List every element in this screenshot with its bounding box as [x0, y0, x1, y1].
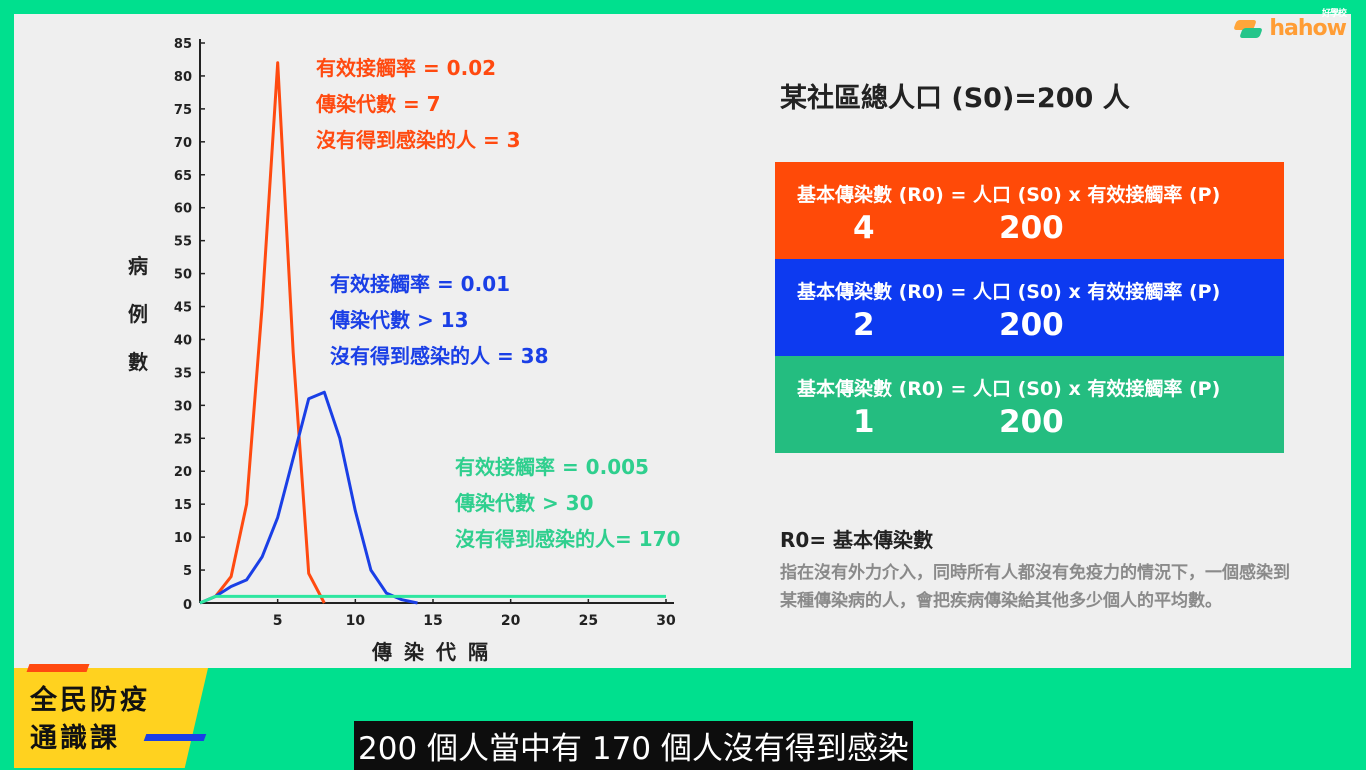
y-axis-label: 病例數: [125, 242, 151, 386]
annotation-line: 沒有得到感染的人 = 3: [316, 128, 521, 152]
annotation-line: 有效接觸率 = 0.01: [330, 272, 511, 296]
r0-value: 1: [853, 404, 875, 440]
y-tick-label: 30: [174, 399, 192, 414]
y-tick-label: 15: [174, 498, 192, 513]
y-tick-label: 40: [174, 333, 192, 348]
y-tick-label: 70: [174, 136, 192, 151]
annotation-blue: 有效接觸率 = 0.01 傳染代數 > 13 沒有得到感染的人 = 38: [330, 266, 549, 374]
y-tick-label: 0: [183, 598, 192, 613]
x-tick-label: 25: [579, 613, 598, 629]
chart-axes: 0 5 10 15 20 25 30 35 40 45 50 55 60 65 70 75 80 85 5 10 15 2…: [174, 37, 676, 629]
formula-box-blue: 基本傳染數 (R0) = 人口 (S0) x 有效接觸率 (P) 2 200: [775, 259, 1284, 356]
y-tick-label: 45: [174, 301, 192, 316]
annotation-line: 有效接觸率 = 0.02: [316, 56, 497, 80]
r0-value: 4: [853, 210, 875, 246]
s0-value: 200: [999, 307, 1064, 343]
badge-line: [143, 734, 207, 741]
y-tick-label: 10: [174, 531, 192, 546]
y-tick-label: 55: [174, 235, 192, 250]
annotation-line: 傳染代數 = 7: [316, 92, 441, 116]
r0-value: 2: [853, 307, 875, 343]
annotation-line: 沒有得到感染的人= 170: [455, 527, 681, 551]
x-tick-label: 15: [423, 613, 442, 629]
definition-text: 指在沒有外力介入，同時所有人都沒有免疫力的情況下，一個感染到某種傳染病的人，會把…: [780, 563, 1290, 611]
formula-text: 基本傳染數 (R0) = 人口 (S0) x 有效接觸率 (P): [797, 378, 1221, 400]
y-tick-label: 85: [174, 37, 192, 52]
video-subtitle: 200 個人當中有 170 個人沒有得到感染: [354, 721, 913, 770]
definition-title: R0= 基本傳染數: [780, 528, 934, 552]
y-tick-label: 50: [174, 268, 192, 283]
series-line-1: [199, 390, 418, 605]
y-axis-label-char: 數: [128, 350, 148, 374]
course-title-line: 通識課: [30, 723, 120, 754]
x-tick-label: 20: [501, 613, 521, 629]
brand-logo: hahow 好學校: [1233, 9, 1347, 41]
s0-value: 200: [999, 404, 1064, 440]
formula-text: 基本傳染數 (R0) = 人口 (S0) x 有效接觸率 (P): [797, 281, 1221, 303]
y-tick-label: 60: [174, 202, 192, 217]
x-tick-label: 5: [273, 613, 283, 629]
y-tick-label: 35: [174, 366, 192, 381]
x-tick-label: 30: [656, 613, 676, 629]
annotation-line: 傳染代數 > 30: [455, 491, 594, 515]
population-title: 某社區總人口 (S0)=200 人: [780, 83, 1130, 114]
x-axis-label: 傳染代隔: [372, 640, 500, 664]
course-title: 全民防疫 通識課: [30, 682, 150, 758]
y-axis-label-char: 病: [128, 254, 148, 278]
formula-text: 基本傳染數 (R0) = 人口 (S0) x 有效接觸率 (P): [797, 184, 1221, 206]
y-axis-label-char: 例: [128, 302, 148, 326]
annotation-line: 有效接觸率 = 0.005: [455, 455, 649, 479]
course-title-line: 全民防疫: [30, 685, 150, 716]
annotation-line: 沒有得到感染的人 = 38: [330, 344, 549, 368]
annotation-red: 有效接觸率 = 0.02 傳染代數 = 7 沒有得到感染的人 = 3: [316, 50, 521, 158]
formula-box-green: 基本傳染數 (R0) = 人口 (S0) x 有效接觸率 (P) 1 200: [775, 356, 1284, 453]
series-line-0: [199, 61, 326, 605]
series-line-2: [199, 594, 666, 605]
logo-text: hahow 好學校: [1269, 9, 1347, 41]
logo-sub: 好學校: [1321, 9, 1347, 19]
annotation-line: 傳染代數 > 13: [330, 308, 469, 332]
y-tick-label: 80: [174, 70, 192, 85]
y-tick-label: 20: [174, 465, 192, 480]
y-tick-label: 65: [174, 169, 192, 184]
y-tick-label: 75: [174, 103, 192, 118]
formula-box-red: 基本傳染數 (R0) = 人口 (S0) x 有效接觸率 (P) 4 200: [775, 162, 1284, 259]
annotation-green: 有效接觸率 = 0.005 傳染代數 > 30 沒有得到感染的人= 170: [455, 449, 680, 557]
course-badge: [14, 668, 208, 768]
s0-value: 200: [999, 210, 1064, 246]
badge-stripe: [26, 664, 90, 672]
x-tick-label: 10: [346, 613, 366, 629]
chart-series: [199, 61, 666, 605]
y-tick-label: 5: [183, 564, 192, 579]
y-tick-label: 25: [174, 432, 192, 447]
